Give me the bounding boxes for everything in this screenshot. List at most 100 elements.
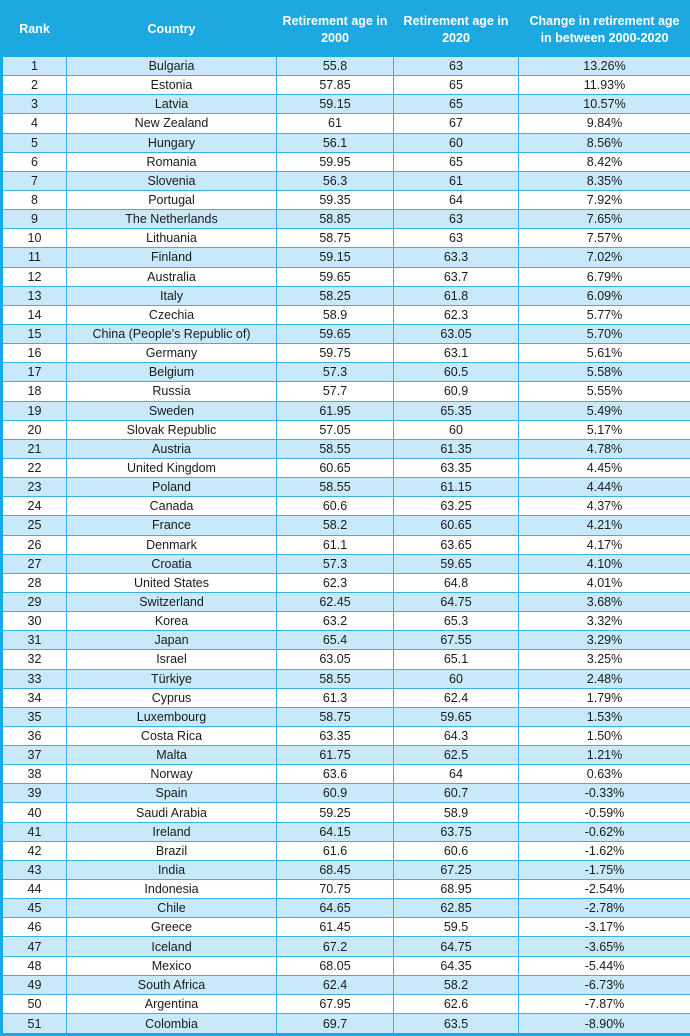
retirement-2000-cell: 63.2 bbox=[276, 611, 394, 632]
rank-cell: 43 bbox=[1, 859, 67, 881]
retirement-2020-cell: 63.25 bbox=[393, 496, 519, 517]
table-row: 46 Greece 61.45 59.5 -3.17% bbox=[1, 917, 690, 938]
table-row: 48 Mexico 68.05 64.35 -5.44% bbox=[1, 955, 690, 976]
rank-cell: 8 bbox=[1, 189, 67, 211]
change-cell: 4.10% bbox=[518, 553, 690, 574]
table-row: 25 France 58.2 60.65 4.21% bbox=[1, 515, 690, 536]
change-cell: 6.79% bbox=[518, 266, 690, 287]
change-cell: -0.62% bbox=[518, 821, 690, 842]
retirement-2020-cell: 63 bbox=[393, 228, 519, 249]
table-row: 18 Russia 57.7 60.9 5.55% bbox=[1, 381, 690, 402]
table-row: 41 Ireland 64.15 63.75 -0.62% bbox=[1, 821, 690, 842]
change-cell: 8.56% bbox=[518, 132, 690, 153]
change-cell: -1.75% bbox=[518, 859, 690, 881]
rank-cell: 28 bbox=[1, 572, 67, 593]
country-cell: Mexico bbox=[66, 955, 277, 976]
retirement-2020-cell: 59.65 bbox=[393, 706, 519, 727]
table-row: 27 Croatia 57.3 59.65 4.10% bbox=[1, 553, 690, 574]
retirement-2000-cell: 55.8 bbox=[276, 55, 394, 77]
table-row: 16 Germany 59.75 63.1 5.61% bbox=[1, 343, 690, 364]
change-cell: 4.37% bbox=[518, 496, 690, 517]
retirement-2020-cell: 65.1 bbox=[393, 649, 519, 670]
retirement-2020-cell: 67 bbox=[393, 113, 519, 134]
retirement-2020-cell: 64.3 bbox=[393, 725, 519, 747]
country-cell: Brazil bbox=[66, 840, 277, 861]
table-row: 15 China (People's Republic of) 59.65 63… bbox=[1, 323, 690, 345]
change-cell: 5.70% bbox=[518, 323, 690, 345]
retirement-2000-cell: 59.75 bbox=[276, 343, 394, 364]
country-cell: Türkiye bbox=[66, 668, 277, 689]
change-cell: 3.68% bbox=[518, 591, 690, 613]
table-row: 32 Israel 63.05 65.1 3.25% bbox=[1, 649, 690, 670]
table-row: 8 Portugal 59.35 64 7.92% bbox=[1, 189, 690, 211]
rank-cell: 5 bbox=[1, 132, 67, 153]
table-row: 11 Finland 59.15 63.3 7.02% bbox=[1, 247, 690, 268]
rank-cell: 18 bbox=[1, 381, 67, 402]
retirement-2020-cell: 63.05 bbox=[393, 323, 519, 345]
country-cell: France bbox=[66, 515, 277, 536]
retirement-2000-cell: 59.65 bbox=[276, 323, 394, 345]
retirement-2000-cell: 62.3 bbox=[276, 572, 394, 593]
country-cell: Germany bbox=[66, 343, 277, 364]
table-row: 50 Argentina 67.95 62.6 -7.87% bbox=[1, 993, 690, 1015]
retirement-2020-cell: 59.65 bbox=[393, 553, 519, 574]
country-cell: Korea bbox=[66, 611, 277, 632]
rank-cell: 26 bbox=[1, 534, 67, 555]
rank-cell: 49 bbox=[1, 974, 67, 995]
header-row: Rank Country Retirement age in 2000 Reti… bbox=[1, 1, 690, 57]
country-cell: Bulgaria bbox=[66, 55, 277, 77]
rank-cell: 19 bbox=[1, 400, 67, 421]
country-cell: Denmark bbox=[66, 534, 277, 555]
table-row: 24 Canada 60.6 63.25 4.37% bbox=[1, 496, 690, 517]
rank-cell: 50 bbox=[1, 993, 67, 1015]
change-cell: -0.59% bbox=[518, 802, 690, 823]
retirement-2020-cell: 60 bbox=[393, 419, 519, 440]
rank-cell: 32 bbox=[1, 649, 67, 670]
retirement-2000-cell: 61.3 bbox=[276, 687, 394, 708]
retirement-2020-cell: 58.9 bbox=[393, 802, 519, 823]
rank-cell: 1 bbox=[1, 55, 67, 77]
retirement-2020-cell: 65 bbox=[393, 94, 519, 115]
country-cell: Estonia bbox=[66, 75, 277, 96]
header-rank: Rank bbox=[1, 1, 67, 57]
retirement-2000-cell: 60.6 bbox=[276, 496, 394, 517]
retirement-2000-cell: 58.75 bbox=[276, 228, 394, 249]
retirement-2000-cell: 70.75 bbox=[276, 879, 394, 900]
retirement-2020-cell: 65 bbox=[393, 151, 519, 172]
change-cell: -2.54% bbox=[518, 879, 690, 900]
rank-cell: 40 bbox=[1, 802, 67, 823]
table-row: 28 United States 62.3 64.8 4.01% bbox=[1, 572, 690, 593]
rank-cell: 44 bbox=[1, 879, 67, 900]
retirement-2020-cell: 60.9 bbox=[393, 381, 519, 402]
rank-cell: 10 bbox=[1, 228, 67, 249]
rank-cell: 30 bbox=[1, 611, 67, 632]
change-cell: 11.93% bbox=[518, 75, 690, 96]
country-cell: United Kingdom bbox=[66, 457, 277, 479]
retirement-2000-cell: 56.3 bbox=[276, 170, 394, 191]
table-row: 51 Colombia 69.7 63.5 -8.90% bbox=[1, 1013, 690, 1035]
rank-cell: 29 bbox=[1, 591, 67, 613]
retirement-2020-cell: 63.7 bbox=[393, 266, 519, 287]
retirement-2020-cell: 63.65 bbox=[393, 534, 519, 555]
table-row: 17 Belgium 57.3 60.5 5.58% bbox=[1, 362, 690, 383]
country-cell: Slovak Republic bbox=[66, 419, 277, 440]
table-row: 23 Poland 58.55 61.15 4.44% bbox=[1, 477, 690, 498]
retirement-2020-cell: 60.7 bbox=[393, 783, 519, 804]
table-header: Rank Country Retirement age in 2000 Reti… bbox=[1, 1, 690, 57]
table-row: 26 Denmark 61.1 63.65 4.17% bbox=[1, 534, 690, 555]
table-row: 49 South Africa 62.4 58.2 -6.73% bbox=[1, 974, 690, 995]
rank-cell: 38 bbox=[1, 764, 67, 785]
change-cell: 4.17% bbox=[518, 534, 690, 555]
country-cell: Saudi Arabia bbox=[66, 802, 277, 823]
rank-cell: 42 bbox=[1, 840, 67, 861]
rank-cell: 31 bbox=[1, 630, 67, 651]
table-row: 36 Costa Rica 63.35 64.3 1.50% bbox=[1, 725, 690, 747]
rank-cell: 12 bbox=[1, 266, 67, 287]
country-cell: Romania bbox=[66, 151, 277, 172]
retirement-2000-cell: 68.05 bbox=[276, 955, 394, 976]
retirement-2000-cell: 60.65 bbox=[276, 457, 394, 479]
retirement-2020-cell: 63.3 bbox=[393, 247, 519, 268]
rank-cell: 23 bbox=[1, 477, 67, 498]
header-change: Change in retirement age in between 2000… bbox=[518, 1, 690, 57]
table-row: 22 United Kingdom 60.65 63.35 4.45% bbox=[1, 457, 690, 479]
